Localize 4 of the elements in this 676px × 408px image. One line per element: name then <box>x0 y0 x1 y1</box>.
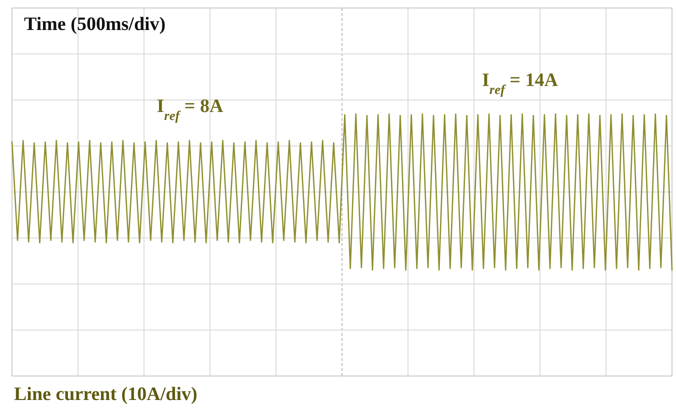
text: I$_{ref}$ = 14A <box>482 70 558 96</box>
annotation: I$_{ref}$ = 8A <box>156 96 224 122</box>
chart-title: Time (500ms/div) <box>24 14 166 35</box>
text: Line current (10A/div) <box>14 384 198 405</box>
